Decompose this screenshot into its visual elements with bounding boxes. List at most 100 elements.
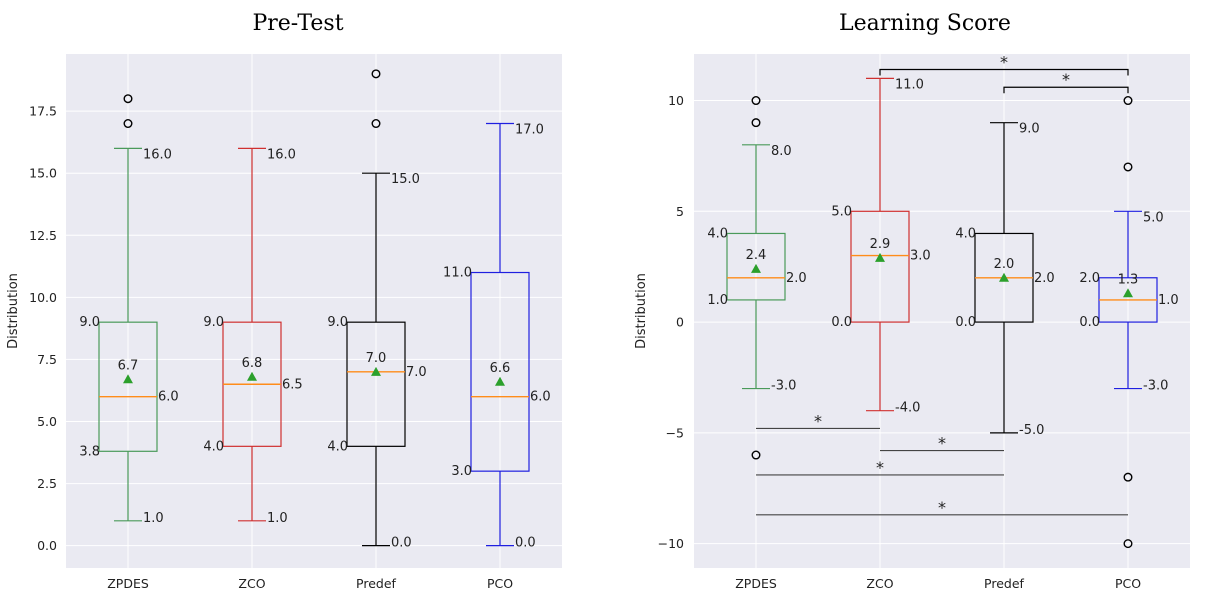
- y-tick-label: 15.0: [29, 166, 57, 181]
- outlier-point: [1123, 162, 1133, 172]
- q1-label: 1.0: [707, 293, 728, 308]
- y-tick-label: 10.0: [29, 290, 57, 305]
- x-tick-label: PCO: [1115, 576, 1141, 591]
- mean-marker: [371, 366, 381, 376]
- q1-label: 0.0: [831, 315, 852, 330]
- y-tick-label: 5: [676, 204, 684, 219]
- outlier-point: [751, 96, 761, 106]
- y-tick-label: 5.0: [37, 414, 57, 429]
- median-label: 2.0: [1034, 271, 1055, 286]
- whisker-low-label: -4.0: [895, 401, 920, 416]
- mean-marker: [247, 371, 257, 381]
- x-tick-label: ZPDES: [107, 576, 149, 591]
- y-tick-label: 0.0: [37, 538, 57, 553]
- box-zpdes: 8.0 -3.0 4.0 1.0 2.0 2.4: [707, 96, 807, 460]
- outlier-point: [1123, 539, 1133, 549]
- outlier-point: [123, 94, 133, 104]
- x-tick-label: ZPDES: [735, 576, 777, 591]
- outlier-point: [751, 118, 761, 128]
- whisker-low-label: 1.0: [143, 511, 164, 526]
- significance-star: *: [938, 498, 946, 517]
- mean-marker: [123, 374, 133, 384]
- q3-label: 5.0: [831, 204, 852, 219]
- mean-label: 6.7: [118, 358, 139, 373]
- mean-label: 7.0: [366, 351, 387, 366]
- mean-label: 2.9: [870, 237, 891, 252]
- significance-marker: *: [756, 411, 880, 430]
- box-pco: 17.0 0.0 11.0 3.0 6.0 6.6: [443, 123, 551, 551]
- outlier-point: [1123, 96, 1133, 106]
- q3-label: 4.0: [707, 226, 728, 241]
- x-tick-label: Predef: [984, 576, 1024, 591]
- significance-bracket: [879, 68, 1129, 76]
- plot-area: [66, 54, 562, 568]
- y-tick-label: 17.5: [29, 104, 57, 119]
- significance-star: *: [1062, 70, 1070, 89]
- x-tick-label: ZCO: [866, 576, 893, 591]
- box-pco: 5.0 -3.0 2.0 0.0 1.0 1.3: [1079, 96, 1179, 549]
- box-zpdes: 16.0 1.0 9.0 3.8 6.0 6.7: [79, 94, 179, 526]
- whisker-high-label: 17.0: [515, 123, 544, 138]
- plot-area: [694, 54, 1190, 568]
- whisker-low-label: -3.0: [1143, 379, 1168, 394]
- iqr-box: [850, 210, 910, 323]
- mean-label: 2.4: [746, 248, 767, 263]
- y-tick-label: 10: [668, 93, 684, 108]
- whisker-high-label: 8.0: [771, 144, 792, 159]
- whisker-high-label: 11.0: [895, 77, 924, 92]
- median-label: 1.0: [1158, 293, 1179, 308]
- significance-marker: *: [1003, 70, 1129, 94]
- whisker-high-label: 16.0: [267, 147, 296, 162]
- significance-star: *: [876, 458, 884, 477]
- mean-label: 1.3: [1118, 272, 1139, 287]
- q1-label: 4.0: [203, 439, 224, 454]
- median-label: 6.0: [158, 390, 179, 405]
- whisker-low-label: -3.0: [771, 379, 796, 394]
- significance-bracket: [1003, 86, 1129, 94]
- outlier-point: [123, 119, 133, 129]
- significance-marker: *: [879, 53, 1129, 76]
- iqr-box: [98, 321, 158, 452]
- whisker-low-label: -5.0: [1019, 423, 1044, 438]
- box-predef: 15.0 0.0 9.0 4.0 7.0 7.0: [327, 69, 427, 551]
- mean-marker: [1123, 288, 1133, 298]
- whisker-low-label: 1.0: [267, 511, 288, 526]
- chart-title: Learning Score: [839, 11, 1011, 36]
- y-tick-label: −5: [666, 425, 684, 440]
- x-tick-label: Predef: [356, 576, 396, 591]
- median-label: 6.0: [530, 390, 551, 405]
- outlier-point: [751, 450, 761, 460]
- y-tick-label: −10: [658, 536, 684, 551]
- mean-label: 6.8: [242, 356, 263, 371]
- q1-label: 0.0: [955, 315, 976, 330]
- significance-star: *: [938, 434, 946, 453]
- q3-label: 4.0: [955, 226, 976, 241]
- q3-label: 9.0: [327, 315, 348, 330]
- q3-label: 2.0: [1079, 271, 1100, 286]
- whisker-high-label: 15.0: [391, 172, 420, 187]
- significance-marker: *: [756, 458, 1004, 477]
- iqr-box: [470, 271, 530, 472]
- x-tick-label: ZCO: [238, 576, 265, 591]
- panel-learning-score: Learning Score Distribution −10 −5 0 5 10 ZPDES…: [634, 11, 1190, 591]
- outlier-point: [371, 119, 381, 129]
- significance-marker: *: [756, 498, 1128, 517]
- significance-marker: *: [880, 434, 1004, 453]
- y-axis-label: Distribution: [6, 273, 21, 349]
- median-label: 3.0: [910, 249, 931, 264]
- median-label: 2.0: [786, 271, 807, 286]
- y-tick-label: 7.5: [37, 352, 57, 367]
- whisker-high-label: 16.0: [143, 147, 172, 162]
- q1-label: 4.0: [327, 439, 348, 454]
- whisker-high-label: 9.0: [1019, 122, 1040, 137]
- mean-label: 6.6: [490, 361, 511, 376]
- x-tick-label: PCO: [487, 576, 513, 591]
- q3-label: 9.0: [79, 315, 100, 330]
- iqr-box: [346, 321, 406, 447]
- q1-label: 3.8: [79, 444, 100, 459]
- q3-label: 11.0: [443, 266, 472, 281]
- mean-marker: [999, 272, 1009, 282]
- mean-marker: [495, 376, 505, 386]
- median-label: 6.5: [282, 377, 303, 392]
